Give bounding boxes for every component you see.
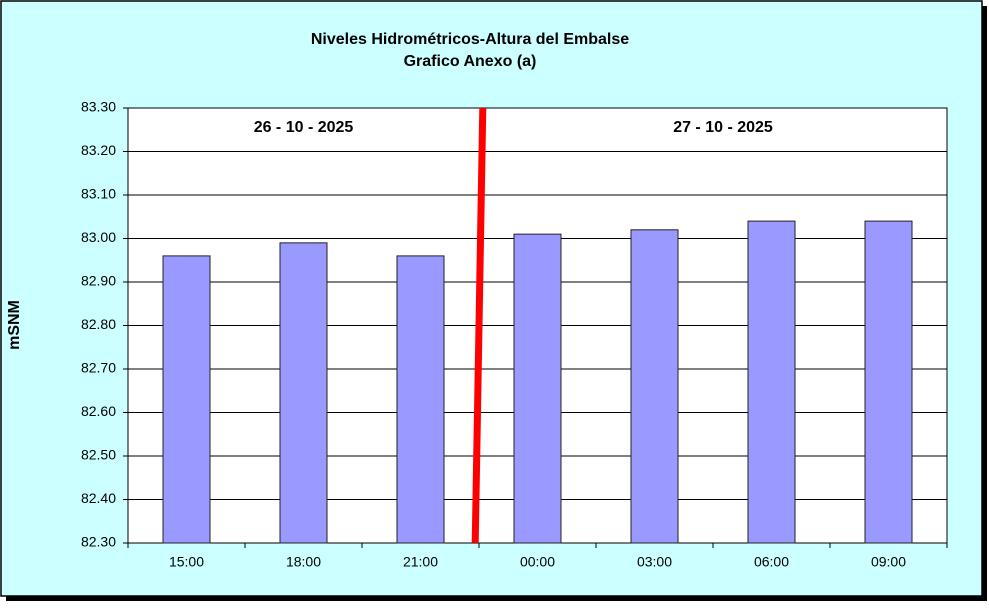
x-tick-label: 15:00 bbox=[169, 554, 204, 570]
bar bbox=[279, 242, 328, 544]
date-annotation: 26 - 10 - 2025 bbox=[254, 119, 354, 136]
date-annotation: 27 - 10 - 2025 bbox=[673, 119, 773, 136]
bar bbox=[396, 255, 445, 544]
y-tick-label: 83.20 bbox=[81, 142, 116, 158]
y-tick-label: 82.40 bbox=[81, 490, 116, 506]
bar bbox=[162, 255, 211, 544]
y-tick-label: 82.30 bbox=[81, 534, 116, 550]
y-tick-label: 83.30 bbox=[81, 99, 116, 115]
y-tick-label: 83.10 bbox=[81, 186, 116, 202]
y-axis-label: mSNM bbox=[6, 300, 23, 350]
bar bbox=[864, 220, 913, 544]
y-tick-label: 82.80 bbox=[81, 316, 116, 332]
x-tick-label: 06:00 bbox=[754, 554, 789, 570]
y-tick-label: 82.60 bbox=[81, 403, 116, 419]
x-tick-label: 09:00 bbox=[871, 554, 906, 570]
chart-subtitle: Grafico Anexo (a) bbox=[404, 53, 537, 70]
x-tick-label: 21:00 bbox=[403, 554, 438, 570]
bar bbox=[747, 220, 796, 544]
bar bbox=[630, 229, 679, 544]
y-tick-label: 82.90 bbox=[81, 273, 116, 289]
y-tick-label: 82.50 bbox=[81, 447, 116, 463]
x-tick-label: 18:00 bbox=[286, 554, 321, 570]
chart-title: Niveles Hidrométricos-Altura del Embalse bbox=[311, 31, 629, 48]
y-tick-label: 82.70 bbox=[81, 360, 116, 376]
y-tick-label: 83.00 bbox=[81, 229, 116, 245]
x-tick-label: 03:00 bbox=[637, 554, 672, 570]
x-tick-label: 00:00 bbox=[520, 554, 555, 570]
bars bbox=[162, 220, 913, 544]
day-divider bbox=[471, 107, 487, 544]
bar bbox=[513, 233, 562, 544]
